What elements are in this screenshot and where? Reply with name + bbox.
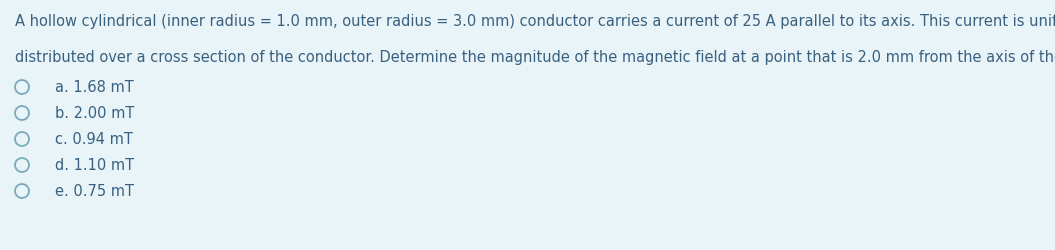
Text: A hollow cylindrical (inner radius = 1.0 mm, outer radius = 3.0 mm) conductor ca: A hollow cylindrical (inner radius = 1.0… (15, 14, 1055, 29)
Text: d. 1.10 mT: d. 1.10 mT (55, 158, 134, 173)
Text: b. 2.00 mT: b. 2.00 mT (55, 106, 134, 121)
Text: c. 0.94 mT: c. 0.94 mT (55, 132, 133, 147)
Text: a. 1.68 mT: a. 1.68 mT (55, 80, 134, 95)
Text: distributed over a cross section of the conductor. Determine the magnitude of th: distributed over a cross section of the … (15, 50, 1055, 65)
Text: e. 0.75 mT: e. 0.75 mT (55, 184, 134, 199)
